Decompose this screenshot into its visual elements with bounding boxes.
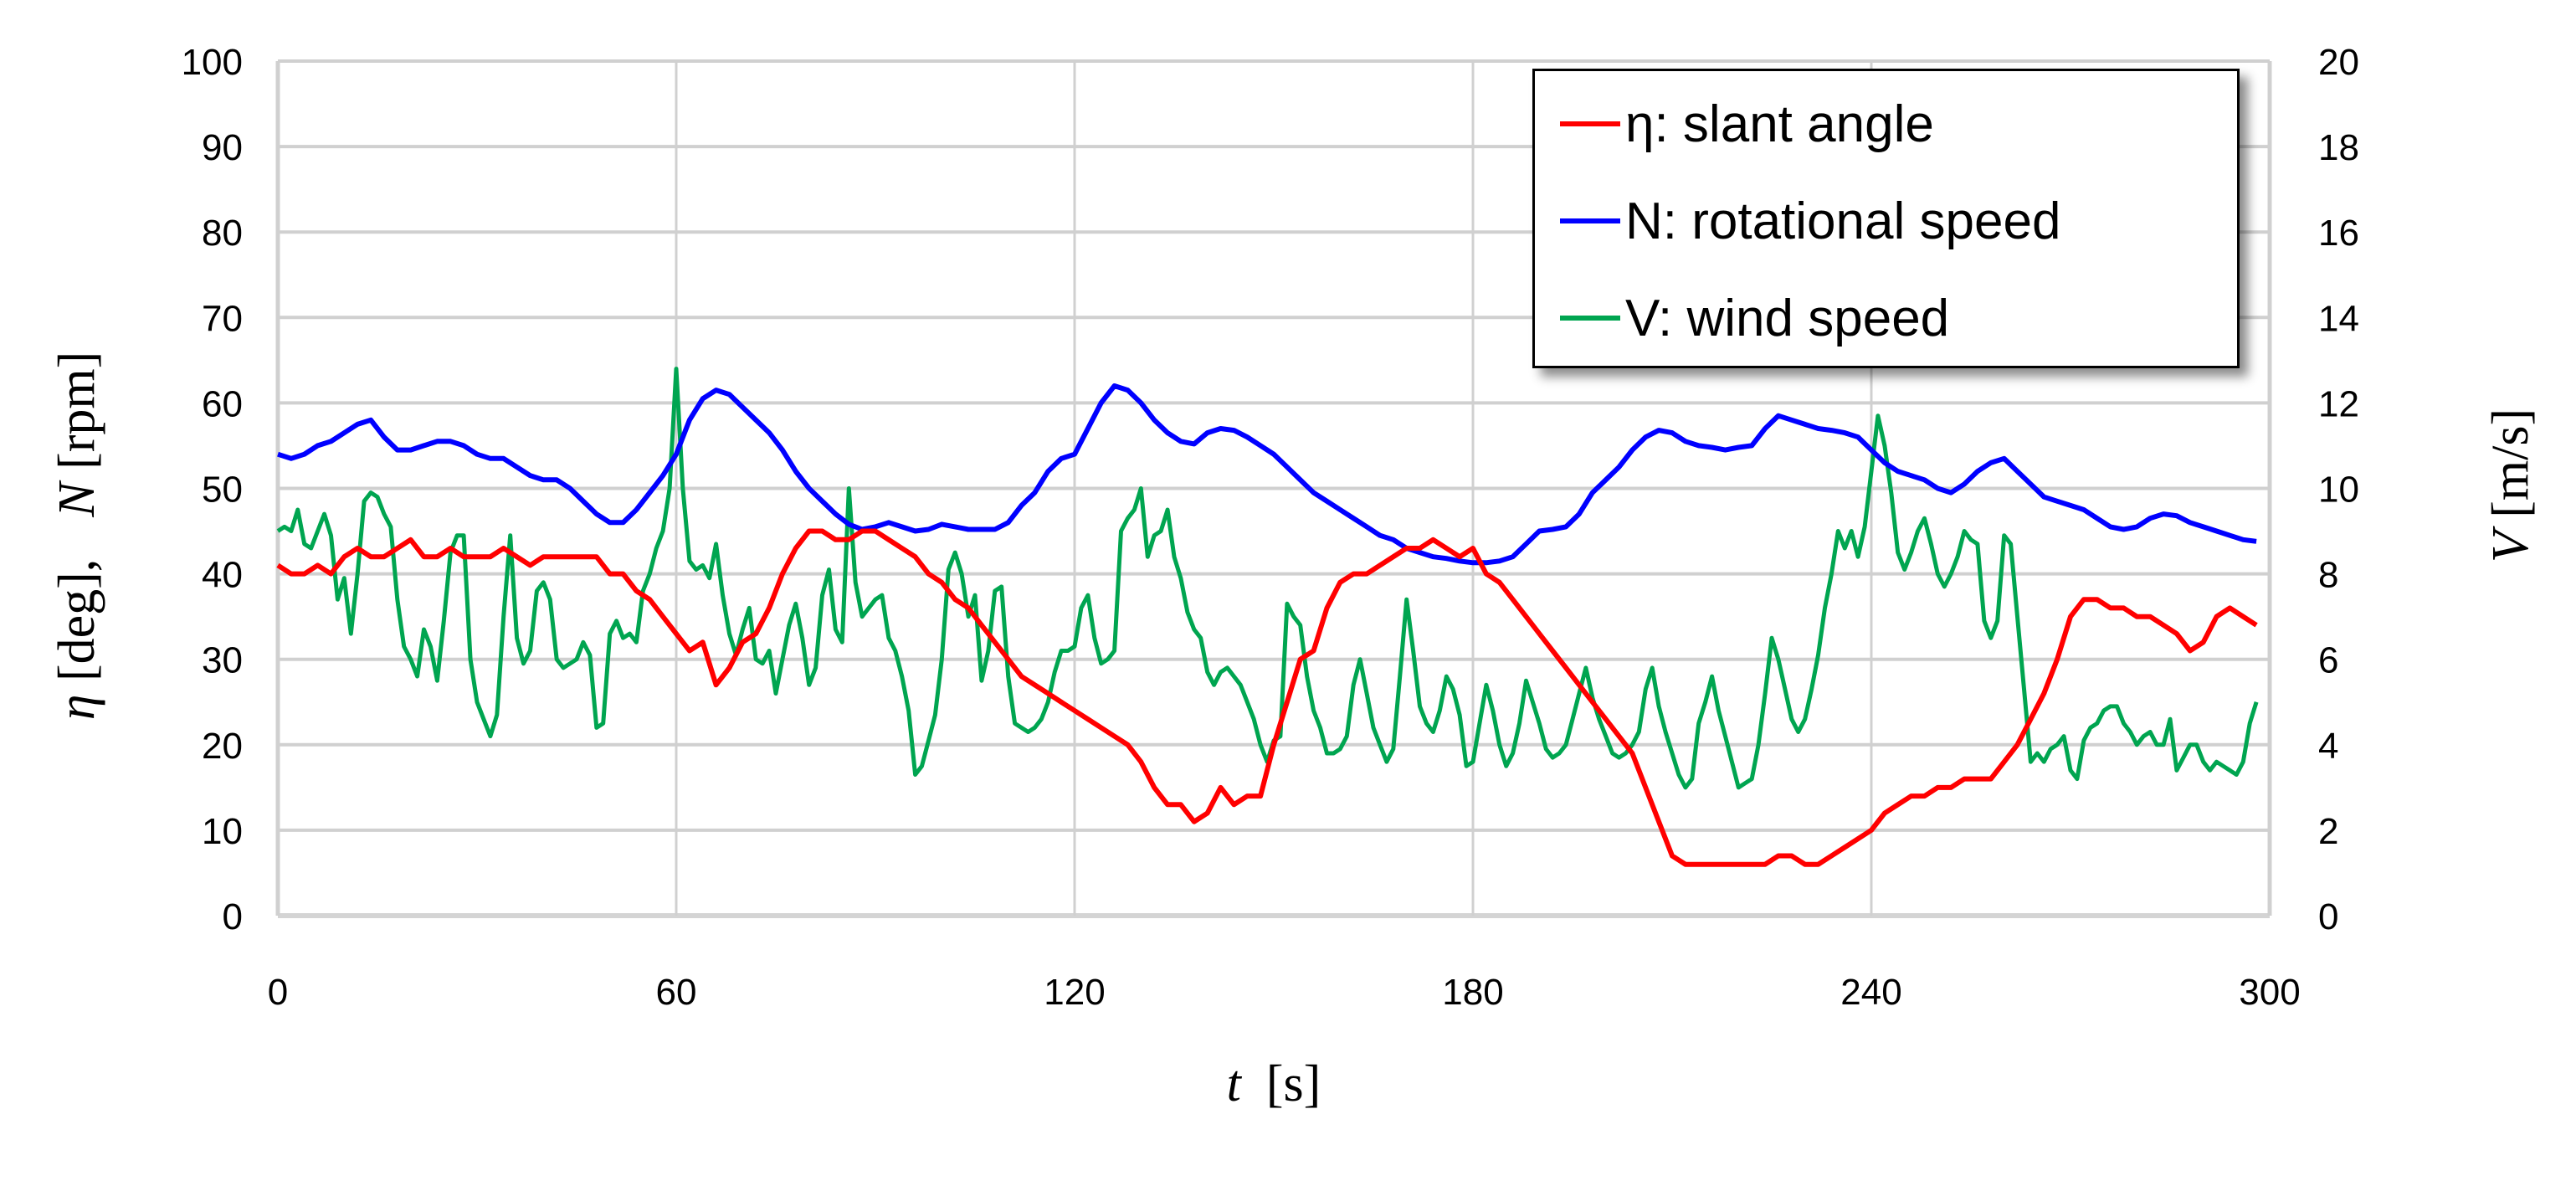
legend-swatch-red-line-icon — [1560, 121, 1620, 126]
series-line-1 — [277, 383, 2257, 566]
legend-label: η: slant angle — [1625, 95, 1934, 153]
y-tick-label: 100 — [182, 42, 243, 83]
y-tick-label: 50 — [202, 470, 243, 511]
legend-swatch-green-line-icon — [1560, 316, 1620, 321]
y-tick-label-right: 16 — [2318, 213, 2359, 254]
legend-label: N: rotational speed — [1625, 192, 2061, 250]
x-axis-ticks: 0 60 120 180 240 300 — [268, 972, 2301, 1013]
y-tick-label-right: 8 — [2318, 555, 2338, 596]
right-y-axis-title: V [m/s] — [2482, 408, 2539, 562]
legend-item-slant-angle: η: slant angle — [1560, 78, 1934, 170]
y-tick-label-right: 2 — [2318, 811, 2338, 852]
legend-item-wind-speed: V: wind speed — [1560, 272, 1949, 364]
x-tick-label: 180 — [1442, 972, 1503, 1013]
data-series — [276, 367, 2259, 867]
y-tick-label: 40 — [202, 555, 243, 596]
y-tick-label-right: 4 — [2318, 726, 2338, 767]
x-tick-label: 240 — [1840, 972, 1901, 1013]
right-y-axis-ticks: 0 2 4 6 8 10 12 14 16 18 20 — [2318, 42, 2359, 937]
grid-lines — [275, 59, 2272, 918]
y-tick-label: 20 — [202, 726, 243, 767]
series-line-2 — [276, 367, 2259, 790]
chart-legend: η: slant angle N: rotational speed V: wi… — [1532, 69, 2240, 368]
y-tick-label-right: 14 — [2318, 298, 2359, 339]
left-y-axis-title: η [deg],N [rpm] — [49, 352, 105, 721]
left-y-axis-ticks: 0 10 20 30 40 50 60 70 80 90 100 — [182, 42, 243, 937]
y-tick-label-right: 18 — [2318, 127, 2359, 168]
y-tick-label-right: 12 — [2318, 383, 2359, 424]
y-tick-label: 90 — [202, 127, 243, 168]
x-tick-label: 60 — [656, 972, 697, 1013]
series-line-0 — [276, 528, 2258, 867]
x-tick-label: 120 — [1044, 972, 1105, 1013]
y-tick-label-right: 20 — [2318, 42, 2359, 83]
legend-item-rotational-speed: N: rotational speed — [1560, 175, 2060, 267]
legend-swatch-blue-line-icon — [1560, 218, 1620, 223]
y-tick-label: 70 — [202, 298, 243, 339]
x-tick-label: 0 — [268, 972, 288, 1013]
y-tick-label: 60 — [202, 383, 243, 424]
x-axis-title: t [s] — [1227, 1055, 1321, 1112]
y-tick-label-right: 0 — [2318, 896, 2338, 937]
y-tick-label-right: 6 — [2318, 640, 2338, 681]
y-tick-label: 0 — [223, 896, 243, 937]
x-tick-label: 300 — [2239, 972, 2300, 1013]
y-tick-label: 80 — [202, 213, 243, 254]
legend-label: V: wind speed — [1625, 289, 1950, 347]
y-tick-label: 10 — [202, 811, 243, 852]
y-tick-label: 30 — [202, 640, 243, 681]
y-tick-label-right: 10 — [2318, 470, 2359, 511]
